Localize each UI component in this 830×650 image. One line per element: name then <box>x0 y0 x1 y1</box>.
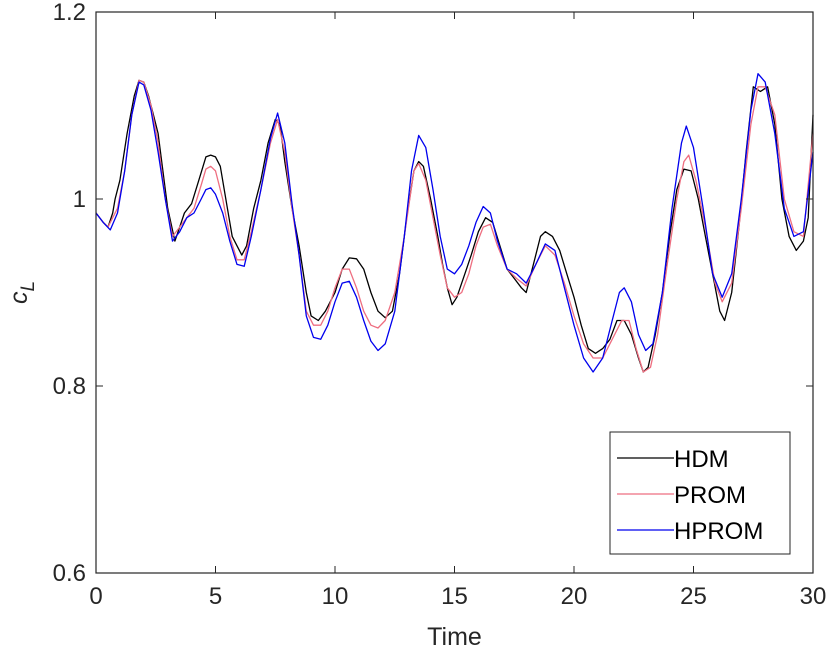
x-tick-label: 15 <box>441 583 468 610</box>
series-line-prom <box>95 79 814 373</box>
x-tick-label: 20 <box>561 583 588 610</box>
y-axis-label-subscript: L <box>18 281 39 292</box>
series-line-hprom <box>95 73 814 373</box>
legend: HDM PROM HPROM <box>609 431 791 555</box>
x-tick-label: 0 <box>89 583 102 610</box>
y-tick-label: 0.6 <box>53 560 86 587</box>
x-axis-label: Time <box>427 623 482 650</box>
legend-box <box>609 431 791 555</box>
x-axis-ticks: 0 5 10 15 20 25 30 <box>89 12 826 610</box>
legend-label-prom: PROM <box>674 482 746 509</box>
y-tick-label: 0.8 <box>53 373 86 400</box>
series-line-hdm <box>95 79 814 373</box>
y-axis-label-main: c <box>5 291 33 304</box>
y-tick-label: 1.2 <box>53 0 86 26</box>
legend-label-hdm: HDM <box>674 446 729 473</box>
series-lines <box>95 73 814 373</box>
y-axis-ticks: 0.6 0.8 1 1.2 <box>53 0 813 587</box>
x-tick-label: 25 <box>680 583 707 610</box>
legend-label-hprom: HPROM <box>674 518 763 545</box>
x-tick-label: 5 <box>209 583 222 610</box>
y-tick-label: 1 <box>73 186 86 213</box>
y-axis-label: cL <box>5 281 39 304</box>
x-tick-label: 30 <box>800 583 827 610</box>
x-tick-label: 10 <box>322 583 349 610</box>
